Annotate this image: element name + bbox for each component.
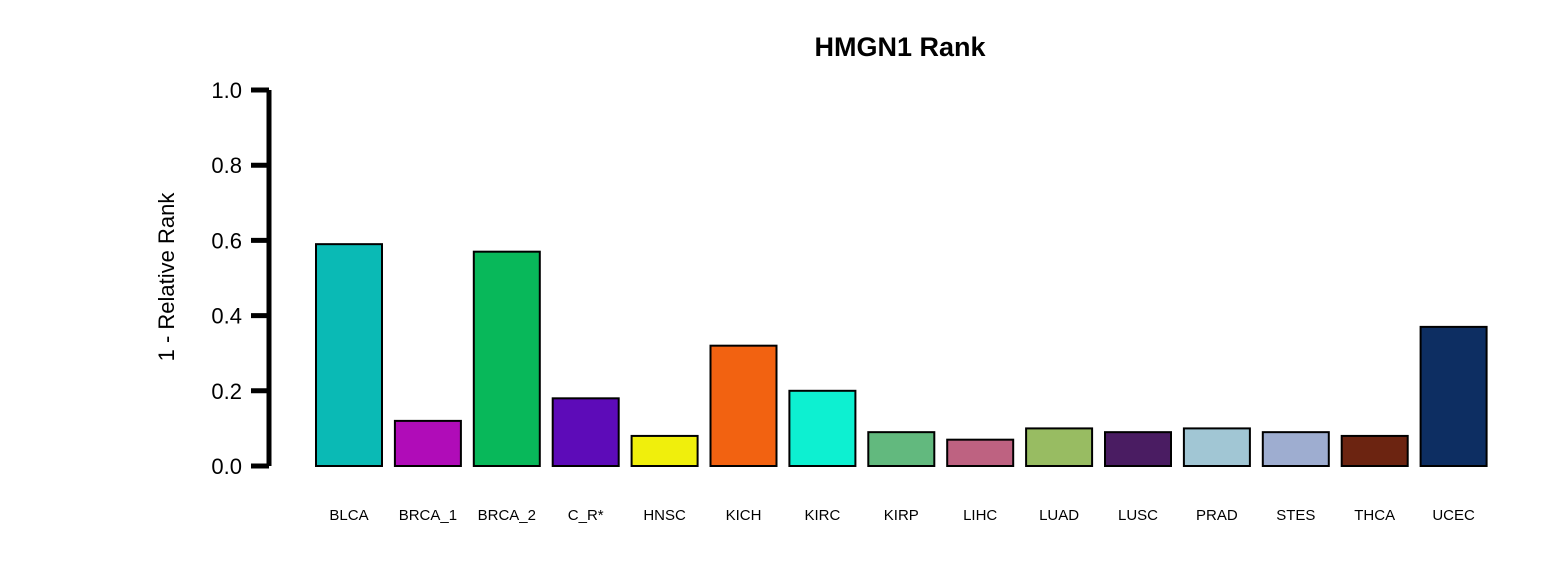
x-tick-label: BRCA_1	[399, 507, 457, 524]
bar-prad	[1182, 427, 1251, 467]
y-tick-label: 0.6	[211, 228, 242, 253]
x-tick-label: THCA	[1354, 507, 1395, 524]
x-tick-label: LIHC	[963, 507, 997, 524]
bar-kich	[709, 344, 778, 467]
bar-kirc	[788, 389, 857, 467]
y-tick-label: 1.0	[211, 78, 242, 103]
bar-luad	[1025, 427, 1094, 467]
x-tick-labels: BLCA BRCA_1 BRCA_2 C_R* HNSC KICH KIRC KIRP LIHC…	[329, 507, 1475, 524]
x-tick-label: KICH	[726, 507, 762, 524]
x-tick-label: C_R*	[568, 507, 604, 524]
bar-lusc	[1104, 431, 1172, 468]
y-tick-label: 0.8	[211, 153, 242, 178]
bar-brca-1	[393, 419, 462, 468]
bar-kirp	[867, 431, 936, 468]
bar-thca	[1340, 434, 1409, 468]
bar-blca	[315, 243, 383, 467]
bar-brca-2	[472, 250, 541, 467]
x-tick-label: KIRP	[884, 507, 919, 524]
x-tick-label: BRCA_2	[478, 507, 536, 524]
x-tick-label: STES	[1276, 507, 1315, 524]
x-tick-label: PRAD	[1196, 507, 1238, 524]
y-tick-label: 0.0	[211, 454, 242, 479]
bar-hnsc	[630, 434, 699, 468]
chart-title: HMGN1 Rank	[814, 32, 986, 62]
x-tick-label: BLCA	[329, 507, 368, 524]
bar-c-r-	[551, 397, 620, 468]
x-tick-label: LUSC	[1118, 507, 1158, 524]
y-axis: 0.0 0.2 0.4 0.6 0.8 1.0	[211, 78, 272, 479]
bar-stes	[1261, 431, 1330, 468]
y-tick-label: 0.4	[211, 304, 242, 329]
x-tick-label: UCEC	[1432, 507, 1475, 524]
bars	[315, 243, 1488, 468]
x-tick-label: HNSC	[643, 507, 686, 524]
bar-lihc	[946, 438, 1015, 467]
y-axis-label: 1 - Relative Rank	[154, 192, 179, 362]
x-tick-label: KIRC	[804, 507, 840, 524]
x-tick-label: LUAD	[1039, 507, 1079, 524]
bar-ucec	[1419, 325, 1488, 467]
y-tick-label: 0.2	[211, 379, 242, 404]
